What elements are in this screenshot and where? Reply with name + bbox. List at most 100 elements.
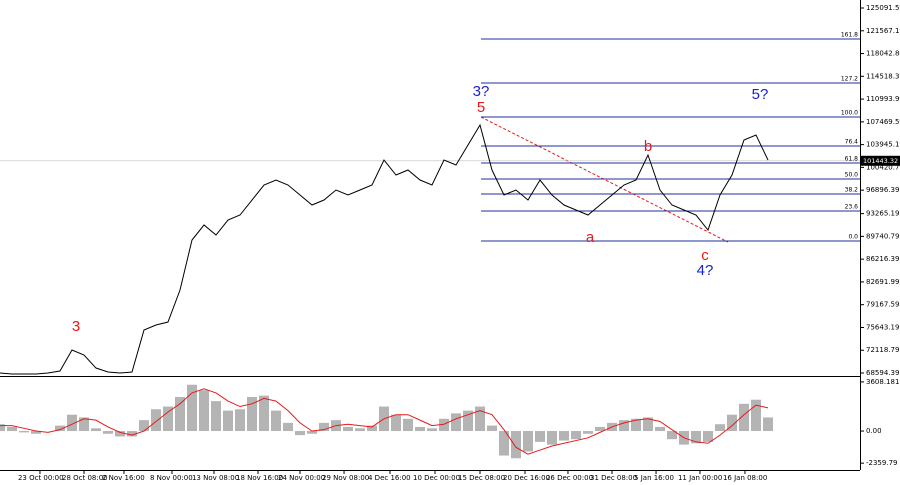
y-tick-label: 72118.79 (866, 346, 899, 354)
osc-bar (355, 428, 365, 432)
wave-label: c (701, 247, 709, 264)
fib-label: 38.2 (845, 187, 859, 194)
price-line (0, 123, 769, 375)
osc-bar (571, 431, 581, 440)
osc-bar (0, 424, 5, 432)
osc-bar (391, 414, 401, 432)
y-tick-label: 75643.19 (866, 323, 899, 331)
wave-label: a (586, 229, 595, 246)
y-tick-label: 79167.59 (866, 301, 899, 309)
osc-tick-label: 3608.181 (866, 378, 899, 386)
osc-bar (151, 409, 161, 432)
y-tick-label: 93265.19 (866, 210, 899, 218)
x-tick-label: 16 Jan 08:00 (723, 474, 767, 482)
y-tick-label: 82691.99 (866, 278, 899, 286)
y-tick-label: 100420.79 (866, 163, 900, 171)
x-tick-label: 15 Dec 08:00 (458, 474, 505, 482)
y-tick-label: 86216.39 (866, 255, 899, 263)
y-tick-label: 118042.80 (866, 50, 900, 58)
osc-tick-label: 0.00 (866, 427, 882, 435)
osc-signal (0, 388, 769, 455)
osc-bar (703, 431, 713, 442)
x-tick-label: 20 Dec 16:00 (503, 474, 550, 482)
osc-bar (451, 413, 461, 432)
wave-label: 4? (697, 262, 714, 279)
y-tick-label: 107469.59 (866, 118, 900, 126)
osc-bar (415, 426, 425, 432)
osc-bar (55, 425, 65, 432)
osc-tick-label: -2359.79 (866, 459, 897, 467)
x-tick-label: 18 Nov 16:00 (236, 474, 283, 482)
wave-label: b (644, 138, 652, 155)
osc-bar (583, 431, 593, 434)
osc-bar (367, 425, 377, 432)
osc-bar (91, 428, 101, 432)
x-tick-label: 28 Oct 08:00 (62, 474, 108, 482)
osc-bar (259, 395, 269, 432)
osc-bar (499, 431, 509, 456)
osc-bar (235, 409, 245, 432)
osc-bar (667, 431, 677, 440)
osc-bar (175, 397, 185, 432)
x-tick-label: 24 Nov 00:00 (278, 474, 325, 482)
trend-line (480, 116, 729, 243)
osc-bar (247, 397, 257, 432)
plot-bg (0, 0, 860, 470)
fib-label: 61.8 (845, 156, 859, 163)
osc-bar (439, 418, 449, 432)
osc-bar (403, 418, 413, 432)
osc-bar (751, 399, 761, 432)
current-price-label: 101443.32 (863, 157, 898, 165)
fib-label: 50.0 (845, 172, 859, 179)
osc-bar (283, 422, 293, 432)
y-tick-label: 89740.79 (866, 232, 899, 240)
osc-bar (319, 422, 329, 432)
y-tick-label: 125091.59 (866, 4, 900, 12)
x-tick-label: 2 Nov 16:00 (102, 474, 145, 482)
osc-bar (691, 431, 701, 444)
osc-bar (619, 420, 629, 432)
current-price-box (860, 155, 900, 166)
osc-bar (19, 431, 29, 433)
wave-label: 3 (72, 318, 80, 335)
osc-bar (595, 426, 605, 432)
y-tick-label: 68594.39 (866, 369, 899, 377)
y-tick-label: 121567.19 (866, 27, 900, 35)
y-tick-label: 110993.99 (866, 95, 900, 103)
osc-bar (127, 431, 137, 437)
x-tick-label: 10 Dec 00:00 (413, 474, 460, 482)
osc-bar (427, 428, 437, 432)
osc-bar (31, 431, 41, 434)
osc-bar (487, 425, 497, 432)
osc-bar (163, 406, 173, 432)
wave-label: 5 (477, 99, 485, 116)
osc-bar (7, 426, 17, 432)
x-tick-label: 23 Oct 00:00 (18, 474, 64, 482)
osc-bar (715, 424, 725, 432)
osc-bar (307, 431, 317, 434)
osc-bar (763, 417, 773, 432)
x-tick-label: 5 Jan 16:00 (634, 474, 674, 482)
osc-bar (187, 384, 197, 432)
osc-bar (199, 390, 209, 432)
x-tick-label: 13 Nov 08:00 (192, 474, 239, 482)
osc-bar (631, 418, 641, 432)
osc-bar (643, 417, 653, 432)
y-tick-label: 103945.19 (866, 141, 900, 149)
y-tick-label: 96896.39 (866, 186, 899, 194)
x-tick-label: 29 Nov 08:00 (322, 474, 369, 482)
osc-bar (139, 420, 149, 432)
osc-bar (343, 426, 353, 432)
osc-bar (223, 410, 233, 432)
osc-bar (475, 406, 485, 432)
x-tick-label: 31 Dec 08:00 (590, 474, 637, 482)
wave-label: 5? (752, 86, 769, 103)
osc-bar (115, 431, 125, 437)
x-tick-label: 4 Dec 16:00 (368, 474, 411, 482)
fib-label: 127.2 (841, 76, 858, 83)
osc-bar (739, 403, 749, 432)
wave-label: 3? (473, 83, 490, 100)
osc-bar (79, 417, 89, 432)
